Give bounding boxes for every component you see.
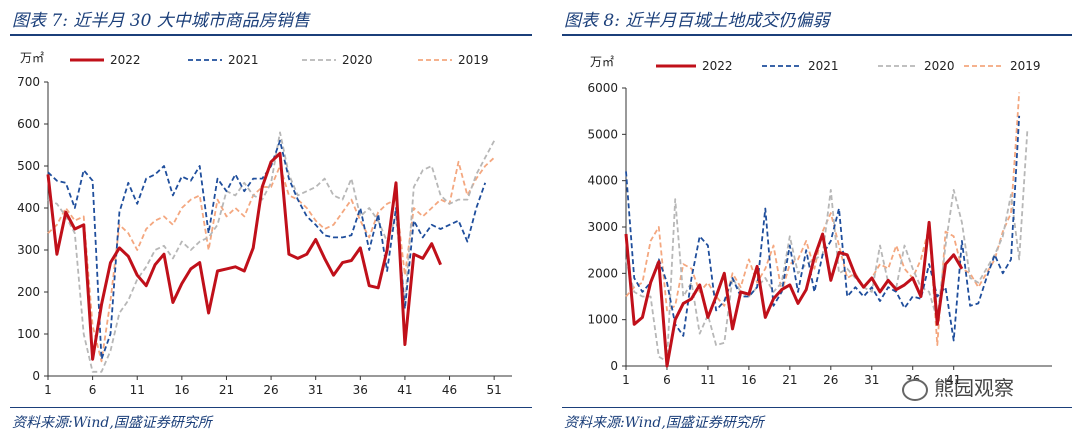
x-tick-label: 36 <box>353 383 368 397</box>
left-source-note: 资料来源:Wind,国盛证券研究所 <box>12 415 212 431</box>
x-tick-label: 1 <box>44 383 52 397</box>
x-tick-label: 26 <box>263 383 278 397</box>
legend-label-2021: 2021 <box>808 59 839 73</box>
series-line-2022 <box>624 220 964 368</box>
x-tick-label: 51 <box>487 383 502 397</box>
y-axis-unit-label: 万㎡ <box>590 55 614 69</box>
x-tick-label: 41 <box>397 383 412 397</box>
series-line-2021 <box>625 115 1021 342</box>
x-tick-label: 21 <box>782 373 797 387</box>
legend-label-2020: 2020 <box>342 53 373 67</box>
x-tick-label: 31 <box>864 373 879 387</box>
series-line-2019 <box>625 92 1021 347</box>
y-tick-label: 4000 <box>587 174 618 188</box>
y-tick-label: 300 <box>17 243 40 257</box>
y-tick-label: 500 <box>17 159 40 173</box>
left-panel: 图表 7: 近半月 30 大中城市商品房销售 0 100 200 300 400 500 6… <box>10 11 532 431</box>
y-tick-label: 600 <box>17 117 40 131</box>
x-tick-label: 16 <box>741 373 756 387</box>
x-tick-label: 26 <box>823 373 838 387</box>
y-tick-label: 1000 <box>587 313 618 327</box>
left-chart-title: 图表 7: 近半月 30 大中城市商品房销售 <box>12 11 310 31</box>
legend-label-2019: 2019 <box>1010 59 1041 73</box>
left-source-rule <box>10 407 532 408</box>
left-title-rule <box>10 34 532 36</box>
y-tick-label: 700 <box>17 75 40 89</box>
series-line-2020 <box>625 129 1029 363</box>
x-tick-label: 1 <box>622 373 630 387</box>
y-tick-label: 400 <box>17 201 40 215</box>
legend-label-2021: 2021 <box>228 53 259 67</box>
legend-label-2022: 2022 <box>110 53 141 67</box>
watermark: 熊园观察 <box>902 372 1014 401</box>
right-chart-title: 图表 8: 近半月百城土地成交仍偏弱 <box>564 11 830 31</box>
right-panel: 图表 8: 近半月百城土地成交仍偏弱 0 1000 2000 3000 4000 5000… <box>552 0 1080 437</box>
x-tick-label: 46 <box>442 383 457 397</box>
series-line-2020 <box>47 131 495 373</box>
legend-label-2020: 2020 <box>924 59 955 73</box>
right-title-rule <box>562 34 1072 36</box>
x-tick-label: 31 <box>308 383 323 397</box>
right-source-rule <box>562 407 1072 408</box>
legend-label-2019: 2019 <box>458 53 489 67</box>
y-axis-unit-label: 万㎡ <box>20 51 44 65</box>
watermark-text: 熊园观察 <box>934 376 1014 400</box>
series-line-2019 <box>47 156 495 363</box>
y-tick-label: 6000 <box>587 81 618 95</box>
wechat-icon <box>902 378 928 401</box>
right-source-note: 资料来源:Wind,国盛证券研究所 <box>564 415 764 431</box>
x-tick-label: 21 <box>219 383 234 397</box>
x-tick-label: 11 <box>700 373 715 387</box>
x-tick-label: 6 <box>663 373 671 387</box>
right-line-chart: 0100020003000400050006000161116212631364… <box>587 55 1052 387</box>
y-tick-label: 100 <box>17 327 40 341</box>
y-tick-label: 0 <box>610 359 618 373</box>
y-tick-label: 5000 <box>587 127 618 141</box>
y-tick-label: 0 <box>32 369 40 383</box>
y-tick-label: 200 <box>17 285 40 299</box>
legend-label-2022: 2022 <box>702 59 733 73</box>
series-line-2022 <box>46 151 442 361</box>
y-tick-label: 3000 <box>587 220 618 234</box>
y-tick-label: 2000 <box>587 266 618 280</box>
x-tick-label: 11 <box>130 383 145 397</box>
x-tick-label: 16 <box>174 383 189 397</box>
x-tick-label: 6 <box>89 383 97 397</box>
x-tick-label: 41 <box>946 373 961 387</box>
